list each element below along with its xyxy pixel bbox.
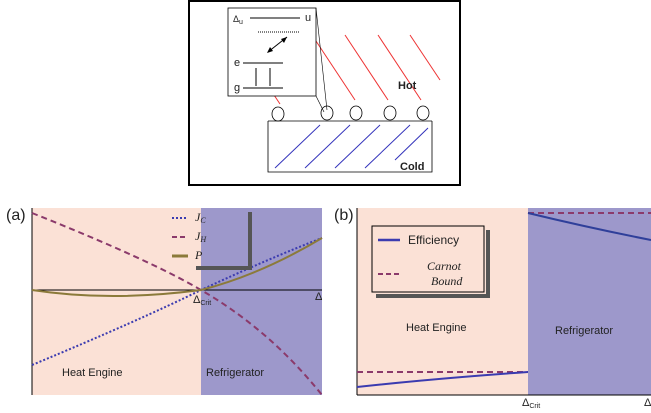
legend-carnot: Carnot — [427, 259, 462, 273]
x-crit: ΔCrit — [522, 397, 540, 410]
level-e: e — [234, 57, 240, 69]
panel-label: (b) — [334, 207, 354, 224]
region-label: Heat Engine — [62, 367, 123, 379]
text-part: C — [200, 216, 206, 225]
text-part: P — [194, 248, 203, 262]
panel-a: JC JH P (a) ΔCrit Δ Heat Engine Refriger… — [6, 207, 323, 395]
region-label: Refrigerator — [206, 367, 264, 379]
schematic: Δu u e g Hot Cold — [189, 1, 460, 185]
panel-b: Efficiency Carnot Bound (b) ΔCrit Δ Heat… — [334, 207, 651, 410]
level-g: g — [234, 82, 240, 94]
x-label: Δ — [315, 291, 323, 303]
hot-label: Hot — [398, 80, 417, 92]
legend-p: P — [194, 248, 203, 262]
region-label: Refrigerator — [555, 325, 613, 337]
cold-label: Cold — [400, 161, 424, 173]
text-part: Crit — [200, 300, 211, 307]
legend-efficiency: Efficiency — [408, 233, 459, 247]
level-u: u — [305, 12, 311, 24]
text-part: u — [239, 19, 243, 26]
text-part: Crit — [529, 403, 540, 410]
legend-carnot: Bound — [431, 274, 463, 288]
panel-label: (a) — [6, 207, 26, 224]
figure: Δu u e g Hot Cold JC JH P (a) ΔCrit Δ He… — [0, 0, 651, 413]
x-label: Δ — [644, 397, 651, 409]
region-label: Heat Engine — [406, 322, 467, 334]
